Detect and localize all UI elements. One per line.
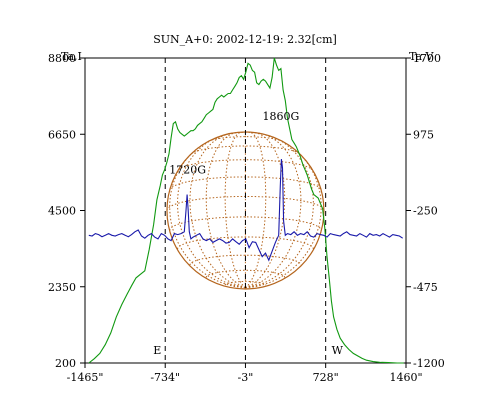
y-left-tick-label: 200 [55, 357, 76, 370]
limb-marker-label: W [332, 344, 344, 357]
disk-grid-line [169, 145, 246, 289]
y-right-tick-label: 975 [413, 128, 434, 141]
disk-grid-line [245, 132, 286, 289]
series-layer [88, 57, 404, 364]
disk-grid-line [176, 135, 246, 289]
y-right-tick-label: 1700 [413, 52, 441, 65]
limb-marker-label: E [153, 344, 161, 357]
series-line [88, 57, 404, 364]
annotations: 1720G 1860G [169, 110, 299, 176]
series-line [88, 159, 404, 262]
disk-grid-line [245, 131, 267, 289]
annotation-label: 1860G [263, 110, 300, 123]
disk-grid-line [189, 132, 246, 289]
y-left-tick-label: 4500 [48, 205, 76, 218]
x-tick-label: -734" [150, 371, 180, 384]
y-right-tick-label: -250 [413, 205, 438, 218]
disk-grid-line [245, 132, 302, 289]
y-left-tick-label: 8800 [48, 52, 76, 65]
chart-title: SUN_A+0: 2002-12-19: 2.32[cm] [153, 33, 337, 46]
annotation-label: 1720G [169, 163, 206, 176]
disk-grid-line [224, 131, 246, 289]
y-right-tick-label: -1200 [413, 357, 445, 370]
right-axis-label: Ta,V [409, 50, 435, 63]
disk-grid-line [245, 145, 322, 289]
ticks-layer: -1465" -734" -3" 728" 1460" 200 2350 4500 6650 88… [48, 52, 445, 384]
y-left-tick-label: 2350 [48, 281, 76, 294]
y-right-tick-label: -475 [413, 281, 438, 294]
x-tick-label: -3" [238, 371, 254, 384]
disk-grid-line [245, 135, 314, 289]
x-tick-label: 728" [313, 371, 339, 384]
left-axis-label: Ta,I [61, 50, 82, 63]
y-left-tick-label: 6650 [48, 128, 76, 141]
x-tick-label: 1460" [389, 371, 422, 384]
x-tick-label: -1465" [67, 371, 104, 384]
disk-grid-line [190, 145, 300, 155]
